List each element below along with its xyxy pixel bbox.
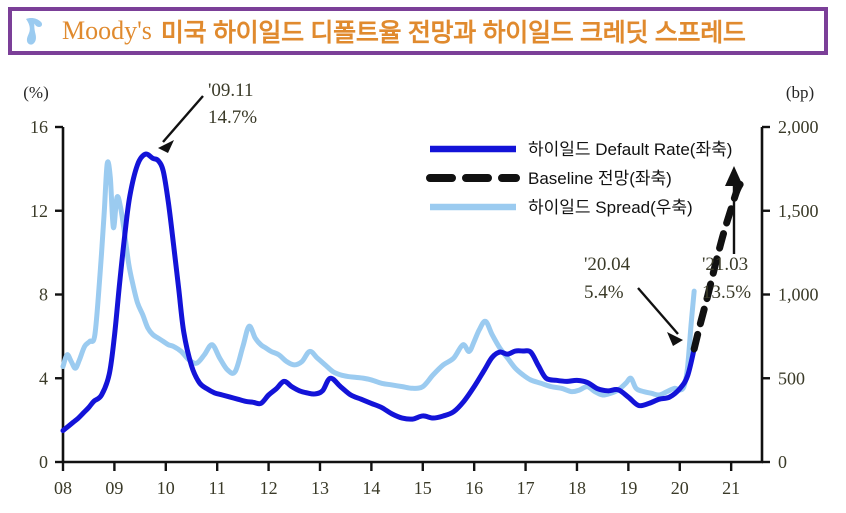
left-axis-ticks: 0 4 8 12 16: [30, 117, 63, 472]
annotation-peak-2009-arrowhead: [158, 140, 174, 153]
left-tick-label: 16: [30, 117, 48, 137]
annotation-apr-2020-arrowhead: [667, 332, 683, 346]
right-tick-label: 500: [778, 368, 805, 388]
x-tick-label: 11: [209, 478, 226, 498]
left-axis-unit-label: (%): [23, 83, 48, 102]
left-tick-label: 12: [30, 201, 48, 221]
x-tick-label: 10: [157, 478, 175, 498]
left-tick-label: 8: [39, 285, 48, 305]
x-tick-label: 17: [517, 478, 535, 498]
right-axis-unit-label: (bp): [786, 83, 814, 102]
x-tick-label: 14: [362, 478, 380, 498]
x-tick-label: 09: [105, 478, 123, 498]
chart-container: (%) (bp) 0 4 8 12 16 0 500 1,000 1,500 2,000 08 0…: [0, 58, 846, 513]
annotation-apr-2020-arrow-line: [637, 287, 679, 335]
right-tick-label: 1,500: [778, 201, 819, 221]
x-tick-label: 13: [311, 478, 329, 498]
series-line-1: [60, 151, 697, 434]
left-tick-label: 0: [39, 452, 48, 472]
annotation-apr-2020-date: '20.04: [584, 254, 631, 275]
legend-label-3: 하이일드 Spread(우축): [528, 198, 693, 217]
right-tick-label: 0: [778, 452, 787, 472]
annotation-mar-2021-arrowhead: [725, 166, 743, 186]
x-tick-label: 20: [671, 478, 689, 498]
annotation-mar-2021-value: 13.5%: [702, 282, 751, 303]
series-line-3: [60, 159, 697, 398]
annotation-peak-2009-value: 14.7%: [208, 107, 257, 128]
chart-legend: 하이일드 Default Rate(좌축) Baseline 전망(좌축) 하이일드…: [426, 140, 732, 217]
x-tick-label: 08: [54, 478, 72, 498]
x-tick-label: 12: [260, 478, 278, 498]
moodys-droplet-icon: [26, 18, 43, 45]
right-tick-label: 2,000: [778, 117, 819, 137]
annotation-peak-2009-arrow-line: [162, 95, 204, 143]
x-tick-label: 16: [465, 478, 483, 498]
data-series-group: [60, 151, 751, 434]
x-tick-label: 21: [722, 478, 740, 498]
x-tick-label: 15: [414, 478, 432, 498]
chart-annotations: '09.11 14.7% '20.04 5.4% '21.03 13.5%: [158, 80, 751, 346]
legend-label-2: Baseline 전망(좌축): [528, 169, 672, 188]
left-tick-label: 4: [39, 368, 48, 388]
annotation-mar-2021-date: '21.03: [702, 254, 748, 275]
right-axis-ticks: 0 500 1,000 1,500 2,000: [762, 117, 819, 472]
title-brand: Moody's: [62, 16, 152, 45]
chart-title-banner: Moody's 미국 하이일드 디폴트율 전망과 하이일드 크레딧 스프레드: [8, 7, 828, 55]
x-tick-label: 18: [568, 478, 586, 498]
annotation-apr-2020-value: 5.4%: [584, 282, 624, 303]
x-axis-ticks: 08 09 10 11 12 13 14 15 16 17 18 19 20 21: [54, 462, 740, 498]
legend-label-1: 하이일드 Default Rate(좌축): [528, 140, 732, 159]
page-title: 미국 하이일드 디폴트율 전망과 하이일드 크레딧 스프레드: [160, 19, 746, 47]
x-tick-label: 19: [619, 478, 637, 498]
right-tick-label: 1,000: [778, 285, 819, 305]
annotation-peak-2009-date: '09.11: [208, 80, 253, 101]
